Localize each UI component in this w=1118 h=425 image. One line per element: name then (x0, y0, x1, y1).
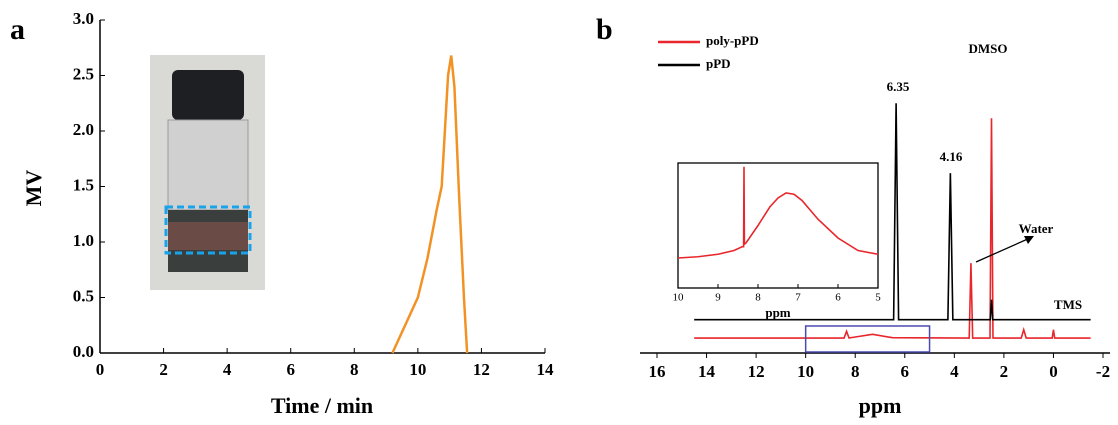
y-tick-label: 2.5 (73, 64, 94, 83)
annotation: Water (1019, 221, 1054, 236)
annotation: TMS (1054, 297, 1082, 312)
inset-x-label: ppm (765, 305, 790, 320)
x-tick-label: 12 (473, 360, 490, 379)
x-tick-label: 2 (1000, 362, 1009, 381)
x-tick-label: 12 (748, 362, 765, 381)
x-axis-label: ppm (859, 393, 902, 418)
x-tick-label: 10 (409, 360, 426, 379)
inset-x-tick-label: 9 (715, 292, 721, 304)
inset-x-tick-label: 6 (835, 292, 841, 304)
x-tick-label: 14 (698, 362, 716, 381)
x-tick-label: 14 (537, 360, 555, 379)
panel-label: b (596, 13, 613, 46)
inset-x-tick-label: 5 (875, 292, 881, 304)
data-line (694, 118, 1091, 339)
x-tick-label: 8 (350, 360, 359, 379)
y-axis-label: MV (21, 170, 46, 207)
inset-x-tick-label: 7 (795, 292, 801, 304)
data-line (677, 166, 879, 259)
y-tick-label: 3.0 (73, 9, 94, 28)
x-tick-label: 6 (286, 360, 295, 379)
arrow-head (1024, 236, 1034, 244)
inset-frame (677, 162, 879, 289)
y-tick-label: 2.0 (73, 120, 94, 139)
x-tick-label: -2 (1096, 362, 1110, 381)
annotation: DMSO (969, 41, 1008, 56)
data-line (391, 55, 469, 354)
annotation: 6.35 (887, 79, 910, 94)
x-tick-label: 16 (649, 362, 666, 381)
y-tick-label: 0.0 (73, 342, 94, 361)
panel-label: a (10, 13, 25, 46)
y-tick-label: 1.5 (73, 175, 94, 194)
x-tick-label: 4 (223, 360, 232, 379)
y-tick-label: 0.5 (73, 286, 94, 305)
inset-x-tick-label: 10 (673, 292, 685, 304)
x-tick-label: 0 (96, 360, 105, 379)
vial-photo (150, 55, 265, 290)
inset-x-tick-label: 8 (755, 292, 761, 304)
x-tick-label: 10 (797, 362, 814, 381)
legend-label: poly-pPD (706, 33, 759, 48)
data-line (694, 103, 1091, 321)
x-axis-label: Time / min (271, 393, 373, 418)
x-tick-label: 0 (1049, 362, 1058, 381)
x-tick-label: 2 (159, 360, 168, 379)
legend-label: pPD (706, 56, 731, 71)
arrow (975, 237, 1031, 263)
x-tick-label: 4 (950, 362, 959, 381)
zoom-box (804, 325, 931, 353)
x-tick-label: 8 (851, 362, 860, 381)
y-tick-label: 1.0 (73, 231, 94, 250)
x-tick-label: 6 (901, 362, 910, 381)
annotation: 4.16 (940, 149, 963, 164)
